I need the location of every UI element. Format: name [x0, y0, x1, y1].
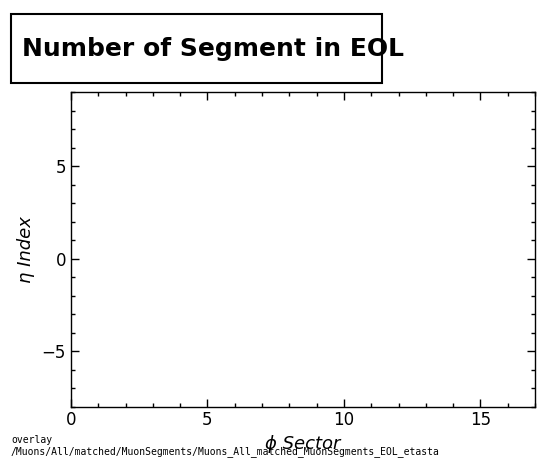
- Text: overlay
/Muons/All/matched/MuonSegments/Muons_All_matched_MuonSegments_EOL_etast: overlay /Muons/All/matched/MuonSegments/…: [11, 435, 440, 457]
- Y-axis label: η Index: η Index: [17, 216, 35, 283]
- X-axis label: ϕ Sector: ϕ Sector: [265, 435, 341, 453]
- Text: Number of Segment in EOL: Number of Segment in EOL: [22, 36, 404, 61]
